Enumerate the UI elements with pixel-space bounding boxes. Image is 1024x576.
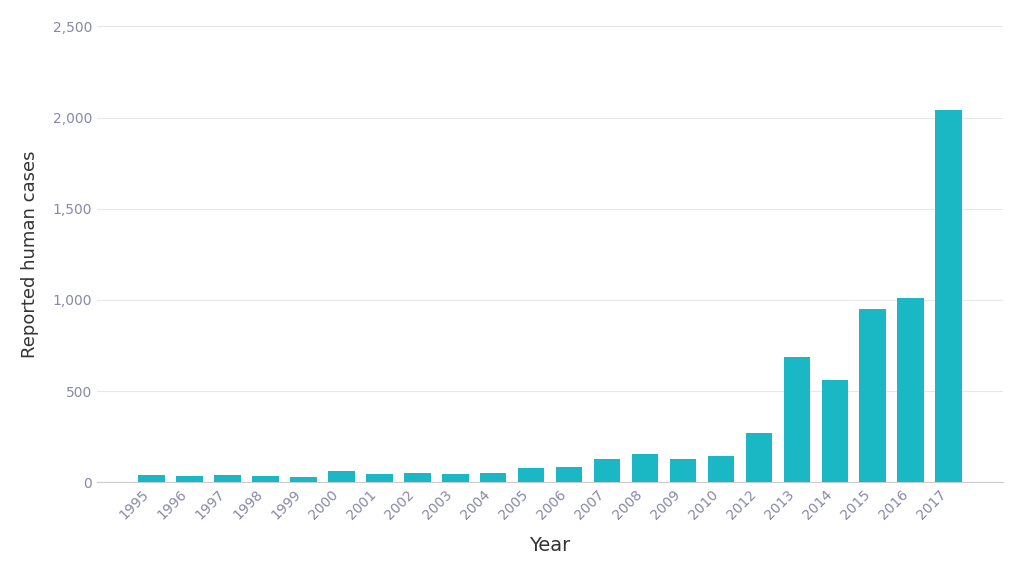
Bar	[252, 476, 279, 483]
Bar	[783, 357, 810, 483]
Bar	[214, 475, 241, 483]
Bar	[745, 433, 772, 483]
Bar	[897, 298, 924, 483]
Bar	[670, 458, 696, 483]
Bar	[404, 473, 430, 483]
Bar	[935, 110, 962, 483]
Bar	[518, 468, 545, 483]
Y-axis label: Reported human cases: Reported human cases	[20, 151, 39, 358]
Bar	[366, 474, 392, 483]
Bar	[290, 476, 316, 483]
Bar	[859, 309, 886, 483]
Bar	[632, 454, 658, 483]
Bar	[821, 380, 848, 483]
Bar	[328, 472, 354, 483]
Bar	[708, 456, 734, 483]
Bar	[480, 473, 507, 483]
Bar	[594, 458, 621, 483]
Bar	[556, 467, 583, 483]
Bar	[138, 475, 165, 483]
Bar	[442, 473, 469, 483]
X-axis label: Year: Year	[529, 536, 570, 555]
Bar	[176, 476, 203, 483]
